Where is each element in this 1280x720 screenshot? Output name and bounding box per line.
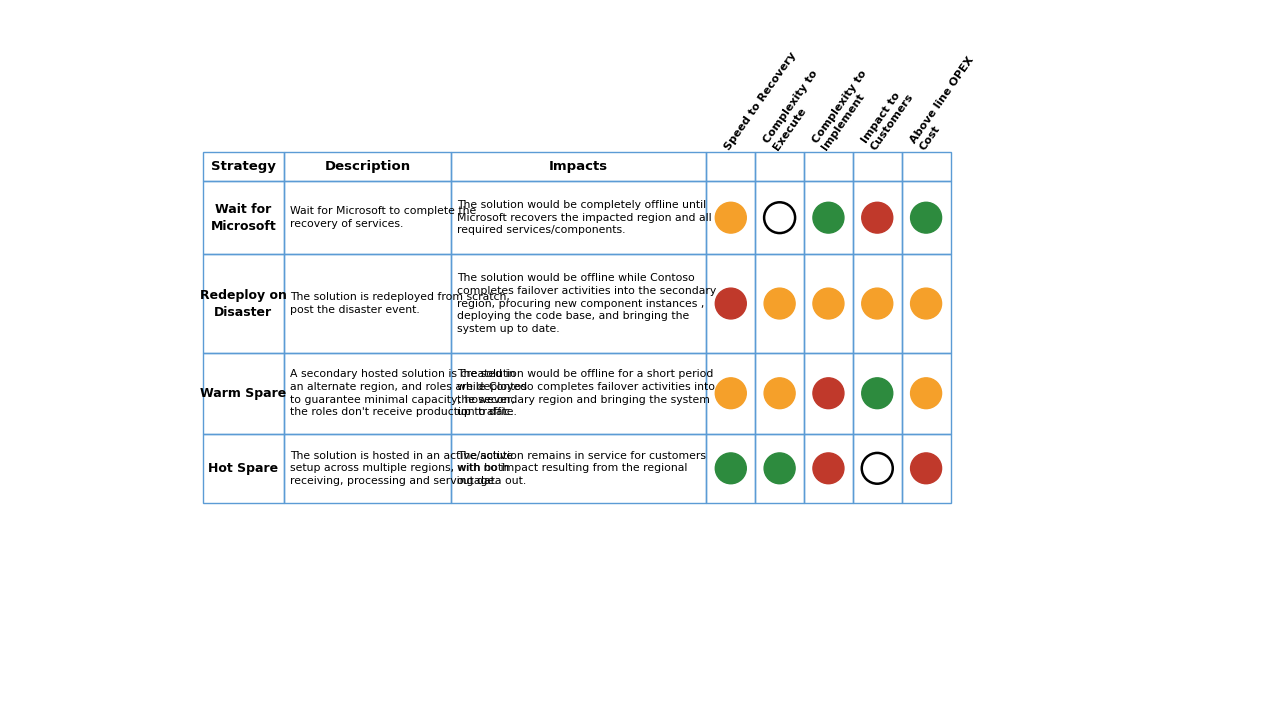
Bar <box>202 353 284 433</box>
Bar <box>901 181 951 254</box>
Text: The solution would be completely offline until
Microsoft recovers the impacted r: The solution would be completely offline… <box>457 200 712 235</box>
Text: Warm Spare: Warm Spare <box>200 387 287 400</box>
Circle shape <box>861 378 892 409</box>
Bar <box>202 254 284 353</box>
Circle shape <box>813 378 844 409</box>
Text: Impacts: Impacts <box>549 160 608 173</box>
Text: Wait for Microsoft to complete the
recovery of services.: Wait for Microsoft to complete the recov… <box>291 207 476 229</box>
Bar <box>284 181 451 254</box>
Bar <box>284 254 451 353</box>
Circle shape <box>910 202 942 233</box>
Bar <box>284 152 451 181</box>
Circle shape <box>813 288 844 319</box>
Text: A secondary hosted solution is created in
an alternate region, and roles are dep: A secondary hosted solution is created i… <box>291 369 527 418</box>
Bar <box>202 433 284 503</box>
Circle shape <box>764 453 795 484</box>
Circle shape <box>716 202 746 233</box>
Bar <box>852 433 901 503</box>
Bar <box>451 433 707 503</box>
Bar <box>804 433 852 503</box>
Bar <box>755 181 804 254</box>
Circle shape <box>861 202 892 233</box>
Bar <box>755 254 804 353</box>
Circle shape <box>716 288 746 319</box>
Text: Impact to
Customers: Impact to Customers <box>860 85 915 152</box>
Bar <box>901 152 951 181</box>
Text: The solution remains in service for customers
with no impact resulting from the : The solution remains in service for cust… <box>457 451 705 486</box>
Text: Redeploy on
Disaster: Redeploy on Disaster <box>200 289 287 318</box>
Text: The solution would be offline for a short period
while Contoso completes failove: The solution would be offline for a shor… <box>457 369 714 418</box>
Bar <box>451 254 707 353</box>
Bar <box>755 152 804 181</box>
Circle shape <box>813 453 844 484</box>
Bar <box>804 152 852 181</box>
Bar <box>451 152 707 181</box>
Bar <box>707 433 755 503</box>
Text: Speed to Recovery: Speed to Recovery <box>723 50 797 152</box>
Text: Description: Description <box>324 160 411 173</box>
Text: Wait for
Microsoft: Wait for Microsoft <box>210 203 276 233</box>
Circle shape <box>716 378 746 409</box>
Bar <box>707 353 755 433</box>
Text: The solution is redeployed from scratch,
post the disaster event.: The solution is redeployed from scratch,… <box>291 292 509 315</box>
Bar <box>852 181 901 254</box>
Text: Complexity to
Execute: Complexity to Execute <box>762 68 829 152</box>
Bar <box>707 254 755 353</box>
Bar <box>707 181 755 254</box>
Circle shape <box>813 202 844 233</box>
Bar <box>901 433 951 503</box>
Bar <box>804 353 852 433</box>
Bar <box>202 152 284 181</box>
Bar <box>852 254 901 353</box>
Text: The solution would be offline while Contoso
completes failover activities into t: The solution would be offline while Cont… <box>457 273 716 334</box>
Bar <box>804 254 852 353</box>
Circle shape <box>910 288 942 319</box>
Text: Hot Spare: Hot Spare <box>209 462 278 474</box>
Bar <box>451 181 707 254</box>
Text: The solution is hosted in an active/active
setup across multiple regions, with b: The solution is hosted in an active/acti… <box>291 451 526 486</box>
Circle shape <box>764 378 795 409</box>
Bar <box>901 254 951 353</box>
Circle shape <box>764 288 795 319</box>
Text: Complexity to
Implement: Complexity to Implement <box>810 68 878 152</box>
Bar <box>852 353 901 433</box>
Bar <box>755 353 804 433</box>
Bar <box>804 181 852 254</box>
Bar <box>284 433 451 503</box>
Text: Above line OPEX
Cost: Above line OPEX Cost <box>909 55 986 152</box>
Circle shape <box>716 453 746 484</box>
Bar <box>707 152 755 181</box>
Bar <box>852 152 901 181</box>
Bar <box>755 433 804 503</box>
Circle shape <box>861 288 892 319</box>
Circle shape <box>910 453 942 484</box>
Text: Strategy: Strategy <box>211 160 275 173</box>
Bar <box>451 353 707 433</box>
Bar <box>284 353 451 433</box>
Bar <box>202 181 284 254</box>
Bar <box>901 353 951 433</box>
Circle shape <box>910 378 942 409</box>
